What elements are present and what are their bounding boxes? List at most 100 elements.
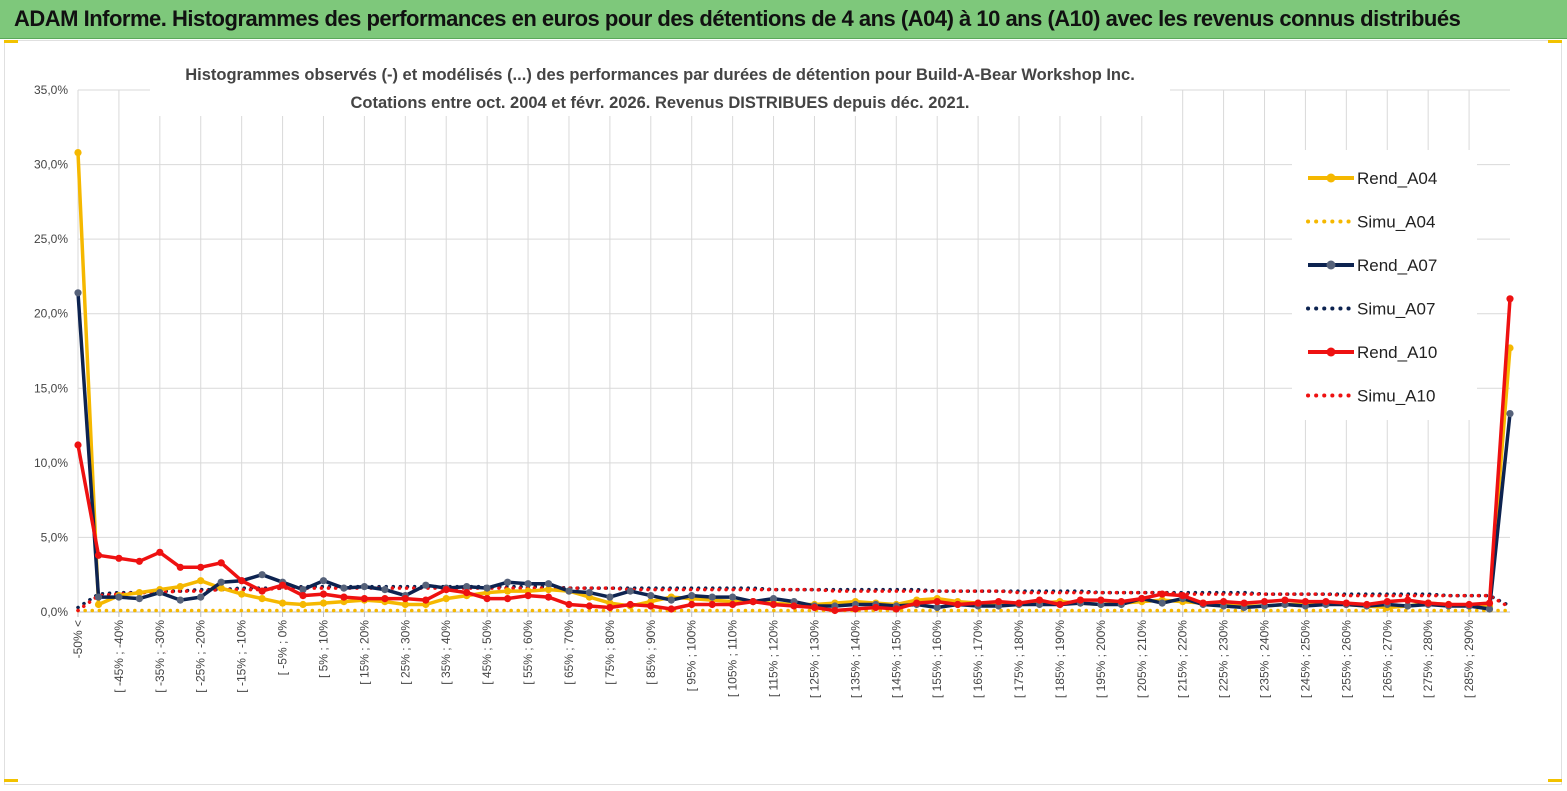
corner-mark-bottom-right [1548,779,1562,782]
data-point-rend-a10 [1056,600,1064,609]
data-point-rend-a10 [279,581,287,589]
data-point-rend-a10 [1363,600,1371,609]
data-point-rend-a10 [1465,600,1473,609]
legend-item-rend-a07: Rend_A07 [1308,256,1437,275]
data-point-rend-a10 [1076,596,1084,604]
data-point-rend-a10 [1383,598,1391,606]
y-tick-label: 30,0% [34,158,68,172]
data-point-rend-a10 [667,605,675,613]
data-point-rend-a07 [115,593,123,601]
data-point-rend-a07 [708,593,716,601]
legend-marker [1326,347,1336,357]
data-point-rend-a07 [422,581,430,589]
data-point-rend-a07 [729,593,737,601]
data-point-rend-a10 [933,598,941,606]
data-point-rend-a10 [544,593,553,601]
x-tick-label: [ 245% ; 250% [1298,620,1312,698]
y-tick-label: 20,0% [34,307,68,321]
data-point-rend-a10 [360,595,368,603]
x-tick-label: [ 155% ; 160% [930,620,944,698]
data-point-rend-a07 [1158,599,1166,607]
data-point-rend-a10 [1424,599,1432,607]
data-point-rend-a10 [995,598,1003,606]
y-tick-label: 15,0% [34,381,68,395]
data-point-rend-a07 [299,586,307,594]
x-tick-label: [ 65% ; 70% [562,620,576,685]
data-point-rend-a10 [1117,598,1125,606]
series-lines [74,149,1514,615]
data-point-rend-a10 [422,596,430,604]
data-point-rend-a10 [381,595,389,603]
data-point-rend-a10 [319,590,328,598]
x-tick-label: [ 235% ; 240% [1258,620,1272,698]
series-line-simu-a07 [76,584,1512,610]
data-point-rend-a10 [1097,596,1105,604]
legend: Rend_A04 Simu_A04 Rend_A07 Simu_A07 Rend_A10… [1306,169,1437,406]
x-tick-label: [ 135% ; 140% [848,620,862,698]
data-point-rend-a10 [483,595,491,603]
data-point-rend-a07 [688,592,696,600]
title-background [150,58,1170,116]
data-point-rend-a07 [504,578,512,586]
x-tick-label: [ 95% ; 100% [685,620,699,692]
data-point-rend-a07 [94,593,103,601]
data-point-rend-a10 [1199,599,1207,607]
data-point-rend-a10 [115,554,123,562]
data-point-rend-a07 [585,589,594,597]
x-tick-label: [ -5% ; 0% [276,620,290,676]
x-tick-label: [ -35% ; -30% [153,620,167,693]
x-tick-label: [ 145% ; 150% [889,620,903,698]
x-tick-label: [ 55% ; 60% [521,620,535,685]
x-tick-label: [ 195% ; 200% [1094,620,1108,698]
data-point-rend-a07 [565,587,573,595]
data-point-rend-a10 [1506,295,1514,303]
legend-label: Rend_A04 [1357,169,1437,188]
x-tick-label: [ 225% ; 230% [1217,620,1231,698]
data-point-rend-a04 [135,589,143,597]
data-point-rend-a10 [197,563,205,571]
data-point-rend-a07 [1404,602,1412,610]
data-point-rend-a07 [217,578,225,586]
x-tick-label: [ 185% ; 190% [1053,620,1067,698]
data-point-rend-a10 [1035,596,1044,604]
data-point-rend-a10 [504,595,512,603]
x-tick-label: [ 165% ; 170% [971,620,985,698]
data-point-rend-a07 [933,603,941,612]
data-point-rend-a07 [74,289,82,297]
data-point-rend-a04 [299,600,307,609]
data-point-rend-a07 [606,593,614,601]
x-tick-label: [ 205% ; 210% [1135,620,1149,698]
x-tick-label: [ 15% ; 20% [357,620,371,685]
data-point-rend-a07 [1506,410,1514,418]
corner-mark-top-left [4,40,18,43]
data-point-rend-a07 [360,583,368,591]
x-tick-label: [ 215% ; 220% [1176,620,1190,698]
data-point-rend-a07 [647,592,655,600]
data-point-rend-a10 [1240,599,1248,607]
y-tick-label: 5,0% [41,530,69,544]
data-point-rend-a07 [483,584,491,592]
data-point-rend-a10 [217,559,225,567]
x-tick-label: [ 5% ; 10% [316,620,330,678]
data-point-rend-a07 [1485,605,1494,613]
data-point-rend-a04 [197,577,205,585]
data-point-rend-a07 [626,587,634,595]
x-tick-label: [ 275% ; 280% [1421,620,1435,698]
x-tick-label: [ 35% ; 40% [439,620,453,685]
data-point-rend-a10 [708,600,716,609]
data-point-rend-a10 [135,557,143,565]
data-point-rend-a10 [1138,595,1146,603]
y-tick-label: 10,0% [34,456,68,470]
y-tick-label: 25,0% [34,232,68,246]
data-point-rend-a10 [831,606,839,615]
legend-label: Simu_A04 [1357,213,1435,232]
data-point-rend-a04 [442,595,450,603]
data-point-rend-a10 [1445,600,1453,609]
y-axis: 0,0% 5,0% 10,0% 15,0% 20,0% 25,0% 30,0% 35,0% [34,83,68,619]
legend-item-rend-a10: Rend_A10 [1308,343,1437,362]
data-point-rend-a10 [749,598,757,606]
data-point-rend-a04 [74,149,82,157]
data-point-rend-a07 [197,593,205,601]
x-tick-label: [ -45% ; -40% [112,620,126,693]
